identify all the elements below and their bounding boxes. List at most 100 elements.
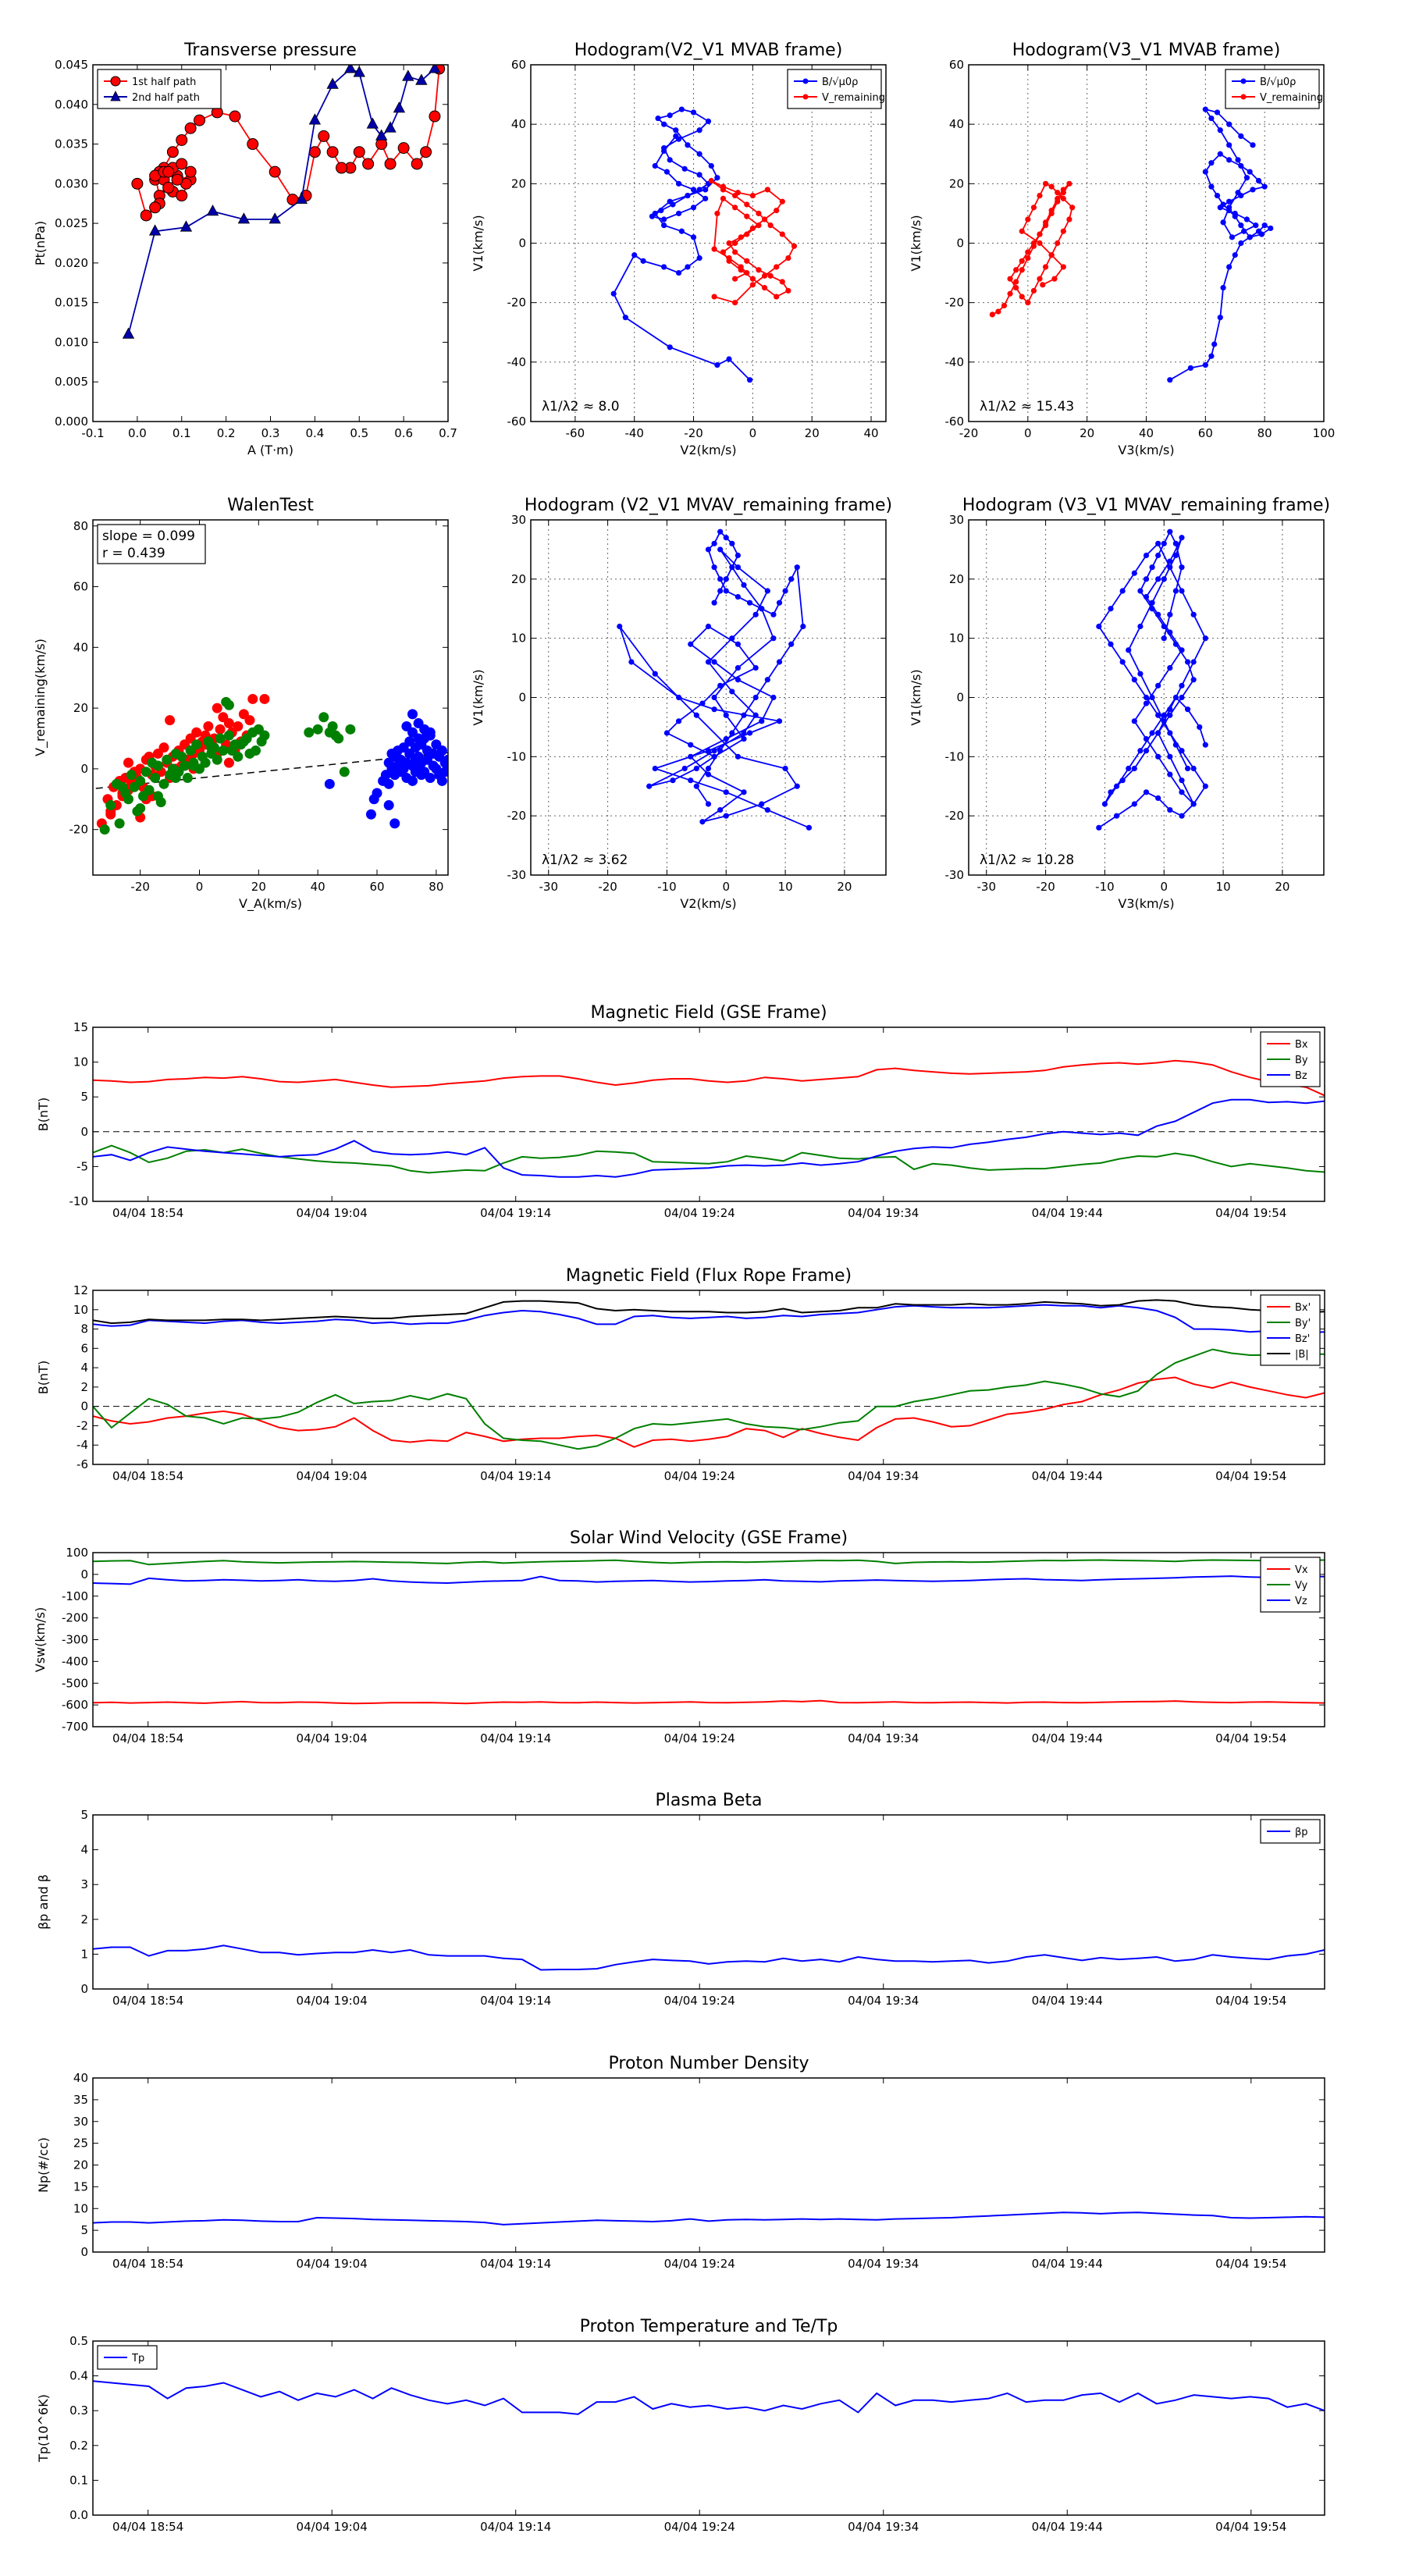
- y-tick-label: 20: [73, 2158, 88, 2172]
- data-point: [756, 210, 762, 217]
- data-point: [764, 588, 770, 594]
- data-point: [1214, 109, 1221, 116]
- data-point: [215, 733, 226, 744]
- data-point: [681, 165, 688, 172]
- data-point: [117, 781, 128, 792]
- data-point: [1037, 192, 1043, 199]
- data-point: [324, 778, 335, 789]
- data-point: [1143, 552, 1150, 559]
- data-point: [661, 222, 667, 229]
- data-point: [1172, 742, 1179, 748]
- y-tick-label: 20: [511, 572, 526, 586]
- y-tick-label: -20: [507, 296, 527, 310]
- data-point: [779, 198, 785, 205]
- data-point: [794, 564, 800, 571]
- chart-title: Plasma Beta: [656, 1791, 763, 1810]
- data-point: [1126, 765, 1132, 772]
- y-tick-label: 8: [80, 1322, 88, 1336]
- data-point: [652, 162, 658, 169]
- plot-area: [617, 528, 813, 831]
- data-point: [720, 183, 727, 190]
- data-point: [1238, 222, 1244, 229]
- legend-label: 2nd half path: [132, 92, 200, 104]
- y-tick-label: 10: [73, 1303, 88, 1317]
- y-tick-label: 40: [73, 640, 88, 654]
- data-point: [122, 327, 135, 339]
- data-point: [1131, 801, 1137, 807]
- y-tick-label: 100: [66, 1546, 88, 1560]
- data-point: [705, 748, 712, 754]
- x-axis-label: A (T·m): [247, 443, 293, 457]
- series-line: [93, 1304, 1325, 1334]
- data-point: [770, 635, 777, 642]
- data-point: [741, 730, 747, 736]
- legend-label: 1st half path: [132, 76, 196, 88]
- data-point: [759, 801, 765, 807]
- data-point: [383, 800, 394, 811]
- data-point: [1143, 700, 1150, 706]
- data-point: [1131, 718, 1137, 724]
- data-point: [1167, 564, 1173, 571]
- data-point: [788, 641, 795, 647]
- y-tick-label: 0.035: [55, 137, 88, 151]
- data-point: [1217, 127, 1223, 133]
- data-point: [1190, 765, 1197, 772]
- data-point: [1019, 228, 1025, 234]
- data-point: [1208, 183, 1215, 190]
- y-tick-label: 0.5: [69, 2334, 88, 2348]
- chart-title: Proton Number Density: [609, 2054, 809, 2073]
- series-v-remaining: [708, 177, 798, 306]
- data-point: [229, 110, 241, 123]
- data-point: [415, 73, 428, 85]
- data-point: [344, 65, 357, 73]
- data-point: [1108, 606, 1114, 612]
- data-point: [1226, 198, 1232, 205]
- data-point: [1042, 264, 1049, 270]
- data-point: [1179, 789, 1185, 795]
- data-point: [1167, 753, 1173, 760]
- x-tick-label: 04/04 19:44: [1032, 1469, 1103, 1483]
- data-point: [1137, 671, 1144, 677]
- data-point: [1161, 712, 1167, 718]
- chart-title: Hodogram(V2_V1 MVAB frame): [574, 41, 843, 60]
- x-tick-label: 0: [722, 880, 730, 894]
- data-point: [1232, 252, 1238, 258]
- data-point: [732, 240, 738, 247]
- data-point: [1226, 121, 1232, 127]
- series-line: [93, 2211, 1325, 2226]
- x-tick-label: 04/04 18:54: [112, 1206, 183, 1220]
- data-point: [735, 753, 742, 760]
- series-np: [93, 2211, 1325, 2226]
- data-point: [1226, 264, 1232, 270]
- data-point: [717, 546, 724, 553]
- data-point: [1155, 712, 1161, 718]
- data-point: [1202, 362, 1208, 368]
- data-point: [1060, 264, 1066, 270]
- data-point: [148, 224, 162, 236]
- data-point: [393, 101, 406, 113]
- x-tick-label: 40: [311, 880, 325, 894]
- data-point: [140, 767, 151, 777]
- series-bx: [93, 1059, 1325, 1097]
- data-point: [171, 173, 183, 186]
- x-tick-label: 04/04 19:34: [848, 1469, 919, 1483]
- series--b-: [93, 1299, 1325, 1325]
- data-point: [735, 552, 742, 559]
- data-point: [1143, 789, 1150, 795]
- data-point: [158, 778, 169, 789]
- legend: Bx' By' Bz' |B|: [1260, 1294, 1321, 1366]
- y-tick-label: -20: [945, 809, 965, 823]
- data-point: [1149, 730, 1155, 736]
- data-point: [353, 66, 365, 77]
- data-point: [761, 285, 768, 291]
- data-point: [1211, 341, 1218, 347]
- data-point: [1167, 611, 1173, 617]
- data-point: [675, 718, 682, 724]
- data-point: [188, 760, 199, 771]
- data-point: [439, 767, 448, 777]
- x-tick-label: 0: [1160, 880, 1168, 894]
- y-tick-label: 0.015: [55, 296, 88, 310]
- y-axis-label: V1(km/s): [471, 215, 486, 271]
- legend-label: βp: [1295, 1827, 1308, 1838]
- legend: Vx Vy Vz: [1260, 1557, 1321, 1613]
